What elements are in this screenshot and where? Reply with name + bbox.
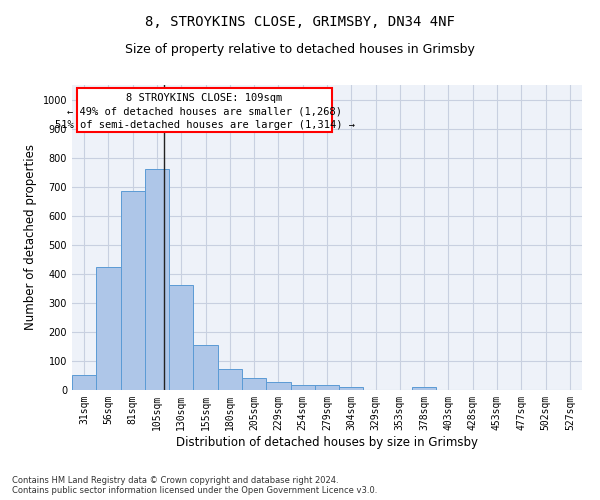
Text: 51% of semi-detached houses are larger (1,314) →: 51% of semi-detached houses are larger (… [55,120,355,130]
Text: Size of property relative to detached houses in Grimsby: Size of property relative to detached ho… [125,42,475,56]
Bar [145,169,169,390]
X-axis label: Distribution of detached houses by size in Grimsby: Distribution of detached houses by size … [176,436,478,448]
Text: ← 49% of detached houses are smaller (1,268): ← 49% of detached houses are smaller (1,… [67,106,342,117]
Bar [266,382,290,390]
Text: Contains HM Land Registry data © Crown copyright and database right 2024.
Contai: Contains HM Land Registry data © Crown c… [12,476,377,495]
Text: 8, STROYKINS CLOSE, GRIMSBY, DN34 4NF: 8, STROYKINS CLOSE, GRIMSBY, DN34 4NF [145,15,455,29]
Bar [412,386,436,390]
Y-axis label: Number of detached properties: Number of detached properties [24,144,37,330]
Text: 8 STROYKINS CLOSE: 109sqm: 8 STROYKINS CLOSE: 109sqm [127,93,283,103]
FancyBboxPatch shape [77,88,332,132]
Bar [193,345,218,390]
Bar [72,375,96,390]
Bar [290,385,315,390]
Bar [121,191,145,390]
Bar [169,285,193,390]
Bar [315,385,339,390]
Bar [96,266,121,390]
Bar [218,369,242,390]
Bar [339,387,364,390]
Bar [242,378,266,390]
